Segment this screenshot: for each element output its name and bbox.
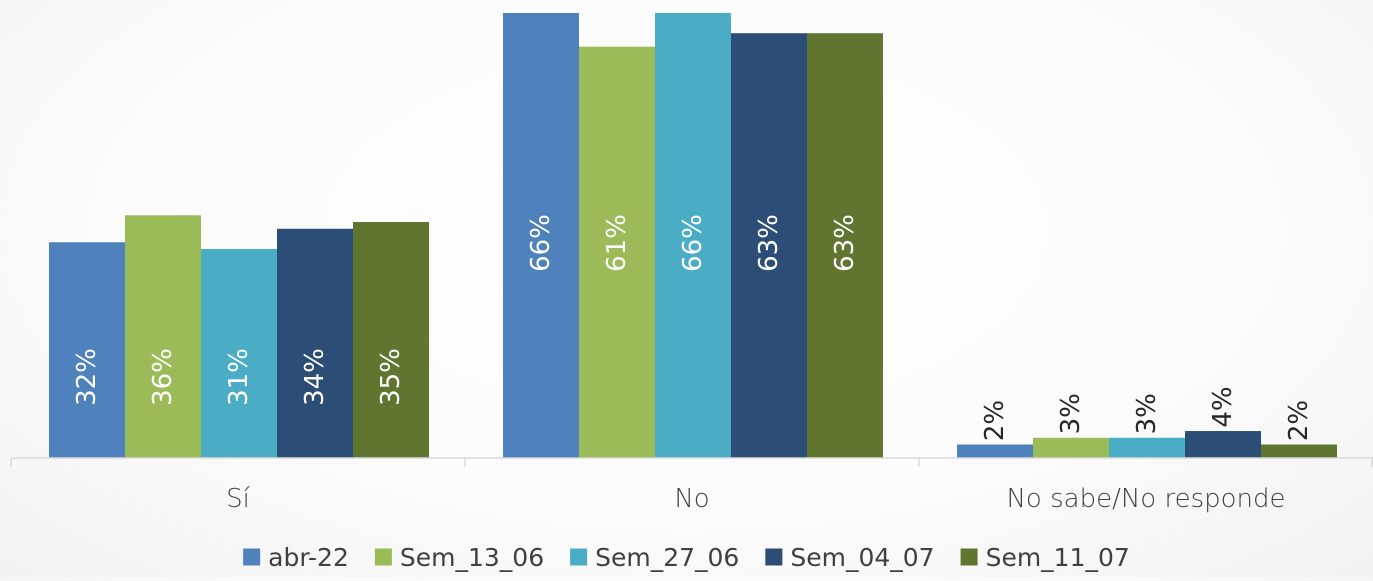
bar-si-abr-22 <box>49 242 125 458</box>
category-label-si: Sí <box>226 484 251 514</box>
category-label-no-sabe-no-responde: No sabe/No responde <box>1006 484 1285 514</box>
bar-si-sem-13-06 <box>125 215 201 458</box>
bar-no-sabe-no-responde-sem-11-07 <box>1261 444 1337 458</box>
bar-no-sem-04-07 <box>731 33 807 459</box>
bar-no-sem-11-07 <box>807 33 883 459</box>
bar-no-sabe-no-responde-sem-27-06 <box>1109 437 1185 458</box>
x-axis <box>10 457 1373 467</box>
bar-no-sabe-no-responde-sem-04-07 <box>1185 431 1261 458</box>
bar-si-sem-27-06 <box>201 248 277 458</box>
data-label-no-sabe-no-responde-sem-27-06: 3% <box>1132 393 1162 434</box>
bar-no-sabe-no-responde-abr-22 <box>957 444 1033 458</box>
bar-no-sabe-no-responde-sem-13-06 <box>1033 437 1109 458</box>
category-label-no: No <box>674 484 709 514</box>
data-label-si-sem-11-07: 35% <box>376 348 406 406</box>
data-label-si-sem-13-06: 36% <box>148 348 178 406</box>
legend: abr-22 Sem_13_06 Sem_27_06 Sem_04_07 Sem_11_… <box>243 543 1130 572</box>
data-label-no-sabe-no-responde-sem-04-07: 4% <box>1208 386 1238 427</box>
legend-label-sem-04-07: Sem_04_07 <box>790 543 934 572</box>
data-label-no-sem-13-06: 61% <box>602 214 632 272</box>
bar-si-sem-04-07 <box>277 228 353 458</box>
data-label-no-sabe-no-responde-abr-22: 2% <box>980 400 1010 441</box>
data-label-si-sem-04-07: 34% <box>300 348 330 406</box>
legend-swatch-sem-13-06 <box>374 548 392 566</box>
legend-swatch-sem-27-06 <box>570 548 588 566</box>
data-label-no-sabe-no-responde-sem-11-07: 2% <box>1284 400 1314 441</box>
bar-no-sem-27-06 <box>655 13 731 458</box>
bar-no-sem-13-06 <box>579 46 655 458</box>
data-labels-group: 32% 66% 2% 36% 61% 3% 31% 66% 3% 34% 63% 4% 35% 63% 2% <box>72 214 1314 441</box>
data-label-no-sabe-no-responde-sem-13-06: 3% <box>1056 393 1086 434</box>
data-label-si-abr-22: 32% <box>72 348 102 406</box>
data-label-no-sem-27-06: 66% <box>678 214 708 272</box>
legend-label-sem-13-06: Sem_13_06 <box>400 543 544 572</box>
data-label-no-abr-22: 66% <box>526 214 556 272</box>
data-label-no-sem-04-07: 63% <box>754 214 784 272</box>
legend-label-sem-27-06: Sem_27_06 <box>595 543 739 572</box>
legend-swatch-sem-04-07 <box>765 548 783 566</box>
data-label-si-sem-27-06: 31% <box>224 348 254 406</box>
category-labels-group: Sí No No sabe/No responde <box>226 484 1285 514</box>
legend-swatch-abr-22 <box>243 548 261 566</box>
data-label-no-sem-11-07: 63% <box>830 214 860 272</box>
legend-label-sem-11-07: Sem_11_07 <box>986 543 1130 572</box>
legend-swatch-sem-11-07 <box>960 548 978 566</box>
bars-group <box>49 13 1337 459</box>
bar-si-sem-11-07 <box>353 222 429 458</box>
bar-no-abr-22 <box>503 13 579 458</box>
legend-label-abr-22: abr-22 <box>268 543 349 572</box>
